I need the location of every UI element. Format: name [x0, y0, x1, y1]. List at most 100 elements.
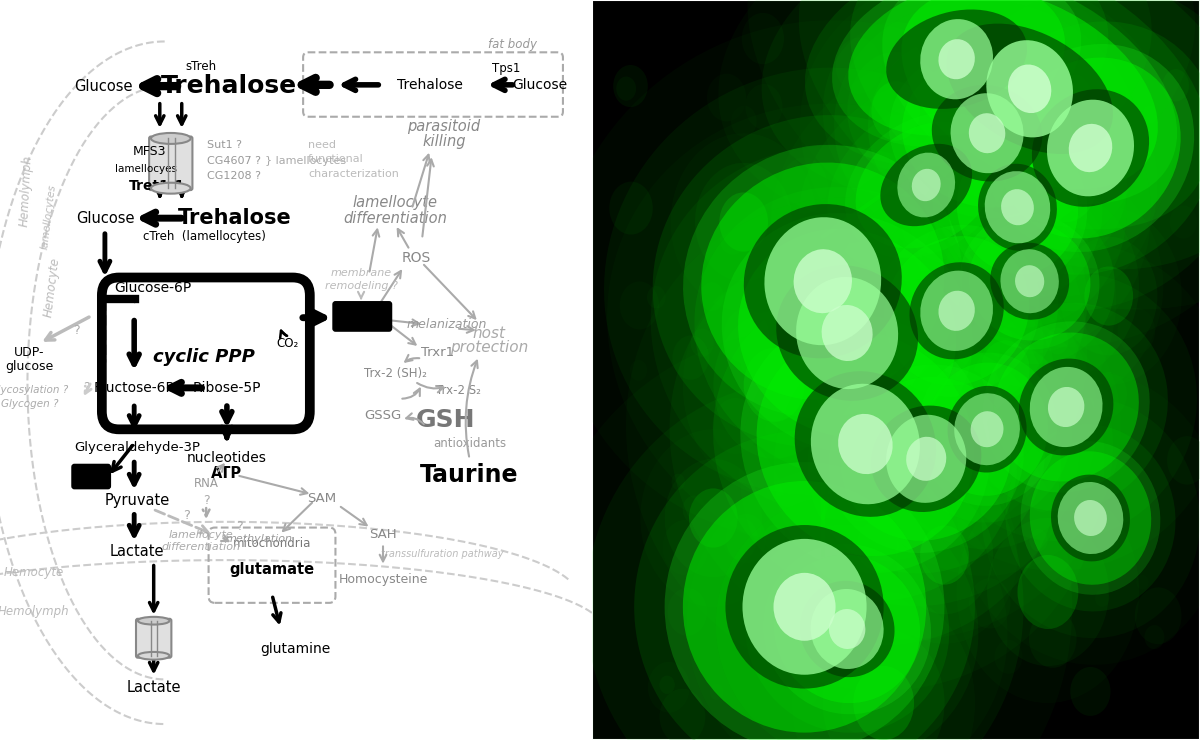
- Ellipse shape: [745, 84, 782, 130]
- Text: ?: ?: [235, 519, 242, 533]
- Ellipse shape: [983, 321, 1150, 493]
- Ellipse shape: [988, 518, 1109, 666]
- Ellipse shape: [1007, 85, 1049, 135]
- Ellipse shape: [1030, 451, 1151, 585]
- Ellipse shape: [980, 32, 1021, 83]
- Text: fat body: fat body: [487, 38, 536, 51]
- Ellipse shape: [764, 218, 881, 345]
- Ellipse shape: [720, 224, 745, 255]
- Ellipse shape: [833, 494, 854, 518]
- Ellipse shape: [1090, 372, 1127, 417]
- Ellipse shape: [841, 377, 1012, 541]
- Ellipse shape: [956, 311, 1054, 429]
- Ellipse shape: [713, 311, 835, 459]
- Ellipse shape: [701, 163, 944, 400]
- Ellipse shape: [619, 281, 659, 329]
- Ellipse shape: [653, 115, 992, 447]
- Ellipse shape: [745, 525, 949, 733]
- Ellipse shape: [744, 348, 804, 422]
- Text: Trehalose: Trehalose: [178, 208, 292, 228]
- Text: nucleotides: nucleotides: [187, 451, 266, 465]
- Ellipse shape: [724, 309, 769, 364]
- Ellipse shape: [1074, 500, 1106, 536]
- Text: GSH: GSH: [415, 408, 475, 431]
- Ellipse shape: [944, 198, 1115, 364]
- Text: GSSG: GSSG: [365, 409, 402, 423]
- Ellipse shape: [968, 222, 1091, 340]
- Ellipse shape: [1028, 610, 1076, 667]
- Ellipse shape: [781, 158, 827, 213]
- Ellipse shape: [1163, 70, 1189, 101]
- Ellipse shape: [844, 351, 876, 391]
- Ellipse shape: [874, 225, 1040, 397]
- Text: ATP: ATP: [211, 466, 242, 481]
- Ellipse shape: [1006, 425, 1176, 611]
- Ellipse shape: [151, 183, 191, 194]
- Text: Hemocyte: Hemocyte: [4, 566, 64, 579]
- Text: Glucose-6P: Glucose-6P: [115, 281, 192, 295]
- Ellipse shape: [1001, 189, 1034, 225]
- Ellipse shape: [853, 666, 914, 740]
- Text: differentiation: differentiation: [343, 211, 448, 226]
- Text: differentiation: differentiation: [162, 542, 241, 552]
- Ellipse shape: [881, 144, 972, 226]
- Text: protection: protection: [450, 340, 528, 355]
- Ellipse shape: [761, 619, 780, 642]
- Text: Pyruvate: Pyruvate: [104, 494, 170, 508]
- Ellipse shape: [978, 164, 1057, 251]
- Ellipse shape: [1046, 328, 1068, 354]
- Text: SAH: SAH: [370, 528, 397, 541]
- Ellipse shape: [829, 365, 1024, 553]
- Ellipse shape: [982, 398, 1200, 638]
- Ellipse shape: [868, 685, 906, 732]
- Ellipse shape: [683, 481, 926, 733]
- Ellipse shape: [1030, 529, 1048, 551]
- Text: parasitoid: parasitoid: [408, 119, 480, 134]
- Ellipse shape: [670, 242, 1061, 646]
- Text: Glucose: Glucose: [512, 78, 568, 92]
- Ellipse shape: [1021, 441, 1160, 595]
- Ellipse shape: [938, 291, 974, 331]
- Ellipse shape: [1015, 265, 1044, 297]
- Ellipse shape: [970, 578, 1010, 628]
- Ellipse shape: [868, 29, 1106, 238]
- Ellipse shape: [683, 496, 706, 523]
- Text: cTreh  (lamellocytes): cTreh (lamellocytes): [143, 229, 265, 243]
- Ellipse shape: [994, 332, 1139, 482]
- Text: ?: ?: [203, 494, 210, 508]
- Ellipse shape: [986, 44, 1194, 252]
- Ellipse shape: [1085, 266, 1133, 326]
- Ellipse shape: [762, 0, 1152, 197]
- Ellipse shape: [947, 29, 968, 55]
- Ellipse shape: [906, 437, 947, 481]
- Ellipse shape: [1145, 625, 1164, 649]
- Ellipse shape: [882, 0, 1177, 204]
- Ellipse shape: [877, 309, 1097, 549]
- Ellipse shape: [719, 192, 768, 252]
- Ellipse shape: [902, 336, 1072, 522]
- Text: melanization: melanization: [407, 317, 487, 331]
- Ellipse shape: [683, 145, 962, 417]
- Ellipse shape: [920, 525, 968, 585]
- Ellipse shape: [838, 414, 893, 474]
- Text: Glyceraldehyde-3P: Glyceraldehyde-3P: [74, 441, 200, 454]
- Ellipse shape: [695, 187, 1000, 479]
- Ellipse shape: [1051, 474, 1130, 562]
- Ellipse shape: [901, 0, 1158, 189]
- Ellipse shape: [948, 130, 1087, 284]
- Ellipse shape: [724, 518, 758, 560]
- Ellipse shape: [901, 411, 941, 459]
- Text: ROS: ROS: [401, 252, 431, 266]
- Ellipse shape: [740, 353, 758, 374]
- Text: CG1208 ?: CG1208 ?: [208, 171, 262, 181]
- Ellipse shape: [932, 114, 1103, 300]
- Ellipse shape: [667, 588, 707, 636]
- Ellipse shape: [707, 73, 746, 121]
- Ellipse shape: [1066, 377, 1110, 431]
- Ellipse shape: [756, 332, 974, 556]
- Ellipse shape: [811, 384, 920, 504]
- Ellipse shape: [766, 421, 779, 437]
- Text: Sut1 ?: Sut1 ?: [208, 141, 242, 150]
- Ellipse shape: [834, 0, 1140, 267]
- Text: Lactate: Lactate: [110, 545, 164, 559]
